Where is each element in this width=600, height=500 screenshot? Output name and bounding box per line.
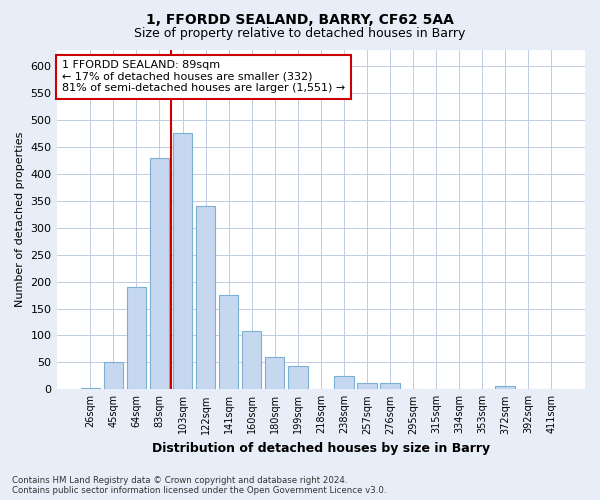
Bar	[149, 158, 169, 390]
Bar	[242, 331, 262, 390]
Bar	[196, 206, 215, 390]
Bar	[357, 383, 377, 390]
Bar	[104, 362, 123, 390]
Text: 1 FFORDD SEALAND: 89sqm
← 17% of detached houses are smaller (332)
81% of semi-d: 1 FFORDD SEALAND: 89sqm ← 17% of detache…	[62, 60, 345, 94]
Bar	[219, 295, 238, 390]
Bar	[265, 357, 284, 390]
Bar	[288, 366, 308, 390]
Bar	[380, 383, 400, 390]
Bar	[173, 134, 193, 390]
Bar	[496, 386, 515, 390]
Text: Size of property relative to detached houses in Barry: Size of property relative to detached ho…	[134, 28, 466, 40]
Text: Contains HM Land Registry data © Crown copyright and database right 2024.
Contai: Contains HM Land Registry data © Crown c…	[12, 476, 386, 495]
X-axis label: Distribution of detached houses by size in Barry: Distribution of detached houses by size …	[152, 442, 490, 455]
Bar	[334, 376, 353, 390]
Bar	[80, 388, 100, 390]
Text: 1, FFORDD SEALAND, BARRY, CF62 5AA: 1, FFORDD SEALAND, BARRY, CF62 5AA	[146, 12, 454, 26]
Y-axis label: Number of detached properties: Number of detached properties	[15, 132, 25, 308]
Bar	[127, 287, 146, 390]
